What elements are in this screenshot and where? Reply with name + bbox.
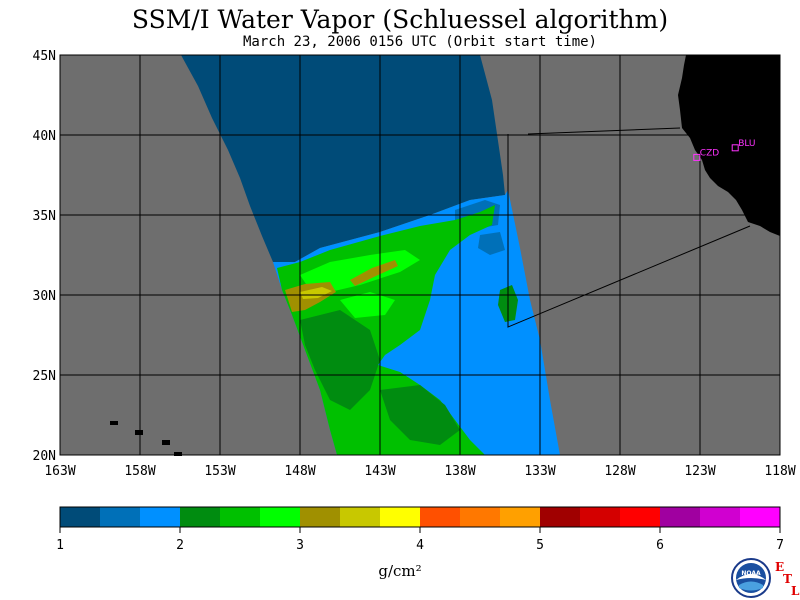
swath-dry-region <box>181 55 505 262</box>
colorbar-tick-labels: 1 2 3 4 5 6 7 <box>56 527 784 553</box>
swath-green-darker-2 <box>380 385 460 445</box>
colorbar-swatch <box>460 507 501 527</box>
colorbar-swatch <box>140 507 181 527</box>
longitude-labels: 163W 158W 153W 148W 143W 138W 133W 128W 123W 118W <box>44 464 795 479</box>
station-label: CZD <box>700 148 719 158</box>
colorbar-swatch <box>260 507 301 527</box>
colorbar-tick-label: 3 <box>296 538 304 553</box>
station-marker <box>693 153 701 161</box>
transect-line <box>527 127 681 135</box>
noaa-logo: NOAA <box>731 558 771 598</box>
land-mass <box>678 55 780 236</box>
longitude-label: 163W <box>44 464 75 479</box>
island <box>110 421 118 425</box>
map-frame <box>59 54 781 456</box>
transect-line <box>507 134 751 328</box>
map-title: SSM/I Water Vapor (Schluessel algorithm) <box>131 5 669 34</box>
longitude-label: 143W <box>364 464 395 479</box>
longitude-label: 158W <box>124 464 155 479</box>
colorbar-swatch <box>60 507 101 527</box>
colorbar-swatch <box>300 507 341 527</box>
longitude-label: 133W <box>524 464 555 479</box>
colorbar-tick-label: 6 <box>656 538 664 553</box>
latitude-label: 25N <box>33 369 56 384</box>
colorbar-swatch <box>220 507 261 527</box>
latitude-labels: 45N 40N 35N 30N 25N 20N <box>33 49 56 464</box>
swath-olive-streak <box>350 260 398 286</box>
longitude-label: 128W <box>604 464 635 479</box>
etl-letter-t: T <box>783 572 792 586</box>
island <box>174 452 182 456</box>
colorbar-swatch <box>580 507 621 527</box>
colorbar-tick-label: 2 <box>176 538 184 553</box>
colorbar-tick-label: 1 <box>56 538 64 553</box>
swath-green-darker <box>300 310 380 410</box>
etl-logo: E T L <box>773 560 799 598</box>
colorbar-units: g/cm² <box>378 562 422 580</box>
colorbar-swatch <box>100 507 141 527</box>
colorbar-swatch <box>740 507 781 527</box>
colorbar-tick-label: 5 <box>536 538 544 553</box>
latitude-label: 35N <box>33 209 56 224</box>
swath-blue-patch-2 <box>478 232 505 255</box>
svg-text:NOAA: NOAA <box>741 570 761 577</box>
latitude-label: 30N <box>33 289 56 304</box>
longitude-label: 153W <box>204 464 235 479</box>
colorbar-swatch <box>660 507 701 527</box>
longitude-label: 138W <box>444 464 475 479</box>
map-grid <box>60 55 780 455</box>
swath-green-bright <box>300 250 420 292</box>
colorbar-tick-label: 7 <box>776 538 784 553</box>
swath-yellow-streak <box>300 287 332 299</box>
colorbar-swatch <box>540 507 581 527</box>
latitude-label: 40N <box>33 129 56 144</box>
colorbar-swatch <box>500 507 541 527</box>
latitude-label: 45N <box>33 49 56 64</box>
longitude-label: 123W <box>684 464 715 479</box>
station-label: BLU <box>738 139 755 149</box>
longitude-label: 118W <box>764 464 795 479</box>
colorbar-swatch <box>620 507 661 527</box>
island <box>162 440 170 445</box>
colorbar-tick-label: 4 <box>416 538 424 553</box>
map-subtitle: March 23, 2006 0156 UTC (Orbit start tim… <box>242 34 597 50</box>
colorbar-swatch <box>700 507 741 527</box>
swath-green-bright-2 <box>340 292 395 318</box>
latitude-label: 20N <box>33 449 56 464</box>
colorbar-swatch <box>420 507 461 527</box>
station-markers: CZD BLU <box>693 139 756 161</box>
island <box>135 430 143 435</box>
colorbar-swatch <box>180 507 221 527</box>
etl-letter-l: L <box>791 584 800 598</box>
colorbar <box>59 506 781 528</box>
station-marker <box>731 144 739 152</box>
colorbar-swatch <box>340 507 381 527</box>
longitude-label: 148W <box>284 464 315 479</box>
colorbar-swatch <box>380 507 421 527</box>
etl-letter-e: E <box>775 560 785 574</box>
